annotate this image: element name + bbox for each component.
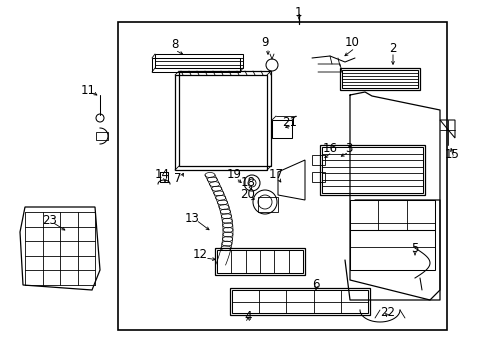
Text: 14: 14 bbox=[154, 168, 169, 181]
Bar bbox=[96, 132, 108, 140]
Bar bbox=[179, 71, 270, 166]
Text: 1: 1 bbox=[294, 5, 301, 18]
Text: 16: 16 bbox=[322, 141, 337, 154]
Text: 6: 6 bbox=[312, 279, 319, 292]
Text: 18: 18 bbox=[240, 176, 255, 189]
Text: 4: 4 bbox=[244, 310, 251, 323]
Bar bbox=[258, 197, 278, 212]
Bar bbox=[118, 22, 446, 330]
Text: 19: 19 bbox=[226, 168, 241, 181]
Bar bbox=[231, 290, 367, 313]
Bar bbox=[349, 200, 434, 230]
Text: 20: 20 bbox=[240, 189, 255, 202]
Text: 23: 23 bbox=[42, 213, 57, 226]
Bar bbox=[155, 54, 243, 68]
Bar bbox=[339, 68, 419, 90]
Bar bbox=[215, 248, 305, 275]
Text: 12: 12 bbox=[192, 248, 207, 261]
Text: 10: 10 bbox=[344, 36, 359, 49]
Bar bbox=[311, 172, 325, 182]
Bar bbox=[349, 230, 434, 270]
Text: 22: 22 bbox=[380, 306, 395, 320]
Bar bbox=[321, 147, 422, 193]
Text: 21: 21 bbox=[282, 117, 297, 130]
Bar bbox=[341, 70, 417, 88]
Text: 2: 2 bbox=[388, 41, 396, 54]
Bar bbox=[311, 155, 325, 165]
Text: 8: 8 bbox=[171, 39, 178, 51]
Text: 3: 3 bbox=[345, 141, 352, 154]
Bar bbox=[271, 120, 291, 138]
Text: 17: 17 bbox=[268, 168, 283, 181]
Text: 13: 13 bbox=[184, 211, 199, 225]
Text: 9: 9 bbox=[261, 36, 268, 49]
Text: 5: 5 bbox=[410, 242, 418, 255]
Bar bbox=[152, 58, 240, 72]
Bar bbox=[319, 145, 424, 195]
Bar bbox=[229, 288, 369, 315]
Bar bbox=[175, 75, 266, 170]
Text: 7: 7 bbox=[174, 171, 182, 184]
Text: 15: 15 bbox=[444, 148, 459, 162]
Text: 11: 11 bbox=[81, 84, 95, 96]
Bar bbox=[217, 250, 303, 273]
